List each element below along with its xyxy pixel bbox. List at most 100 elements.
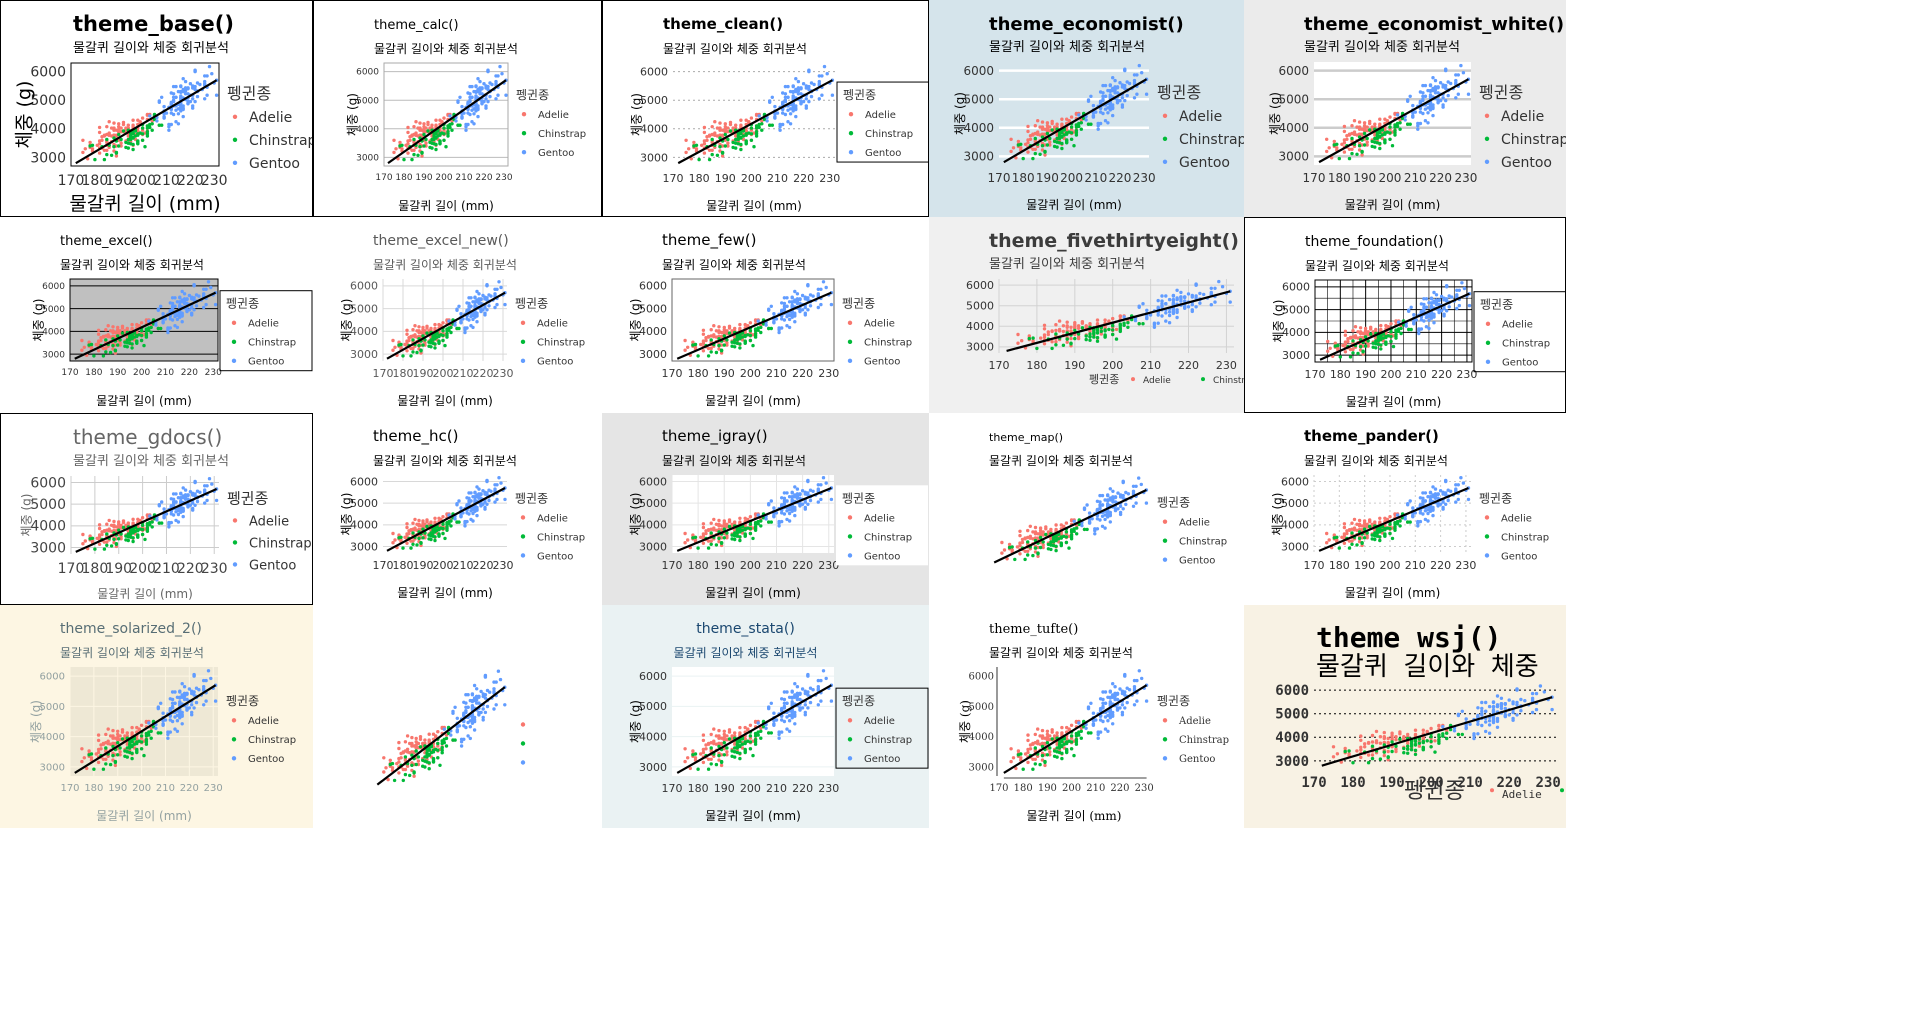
point-chinstrap [767, 520, 771, 524]
point-gentoo [782, 318, 787, 322]
point-gentoo [822, 64, 827, 69]
point-chinstrap [1033, 151, 1037, 156]
point-gentoo [488, 81, 492, 85]
legend-label: Adelie [1502, 320, 1533, 331]
point-gentoo [800, 308, 805, 312]
point-gentoo [1084, 118, 1088, 122]
point-gentoo [1183, 299, 1187, 303]
point-chinstrap [1383, 534, 1387, 538]
point-gentoo [186, 497, 190, 501]
point-adelie [420, 154, 424, 158]
point-gentoo [213, 302, 218, 307]
point-gentoo [193, 480, 197, 484]
point-gentoo [193, 492, 197, 496]
point-chinstrap [1086, 122, 1091, 126]
point-gentoo [483, 305, 487, 310]
point-adelie [725, 332, 729, 336]
point-adelie [1036, 119, 1040, 123]
point-gentoo [795, 301, 800, 306]
point-chinstrap [1054, 332, 1058, 336]
point-chinstrap [726, 137, 730, 142]
point-gentoo [780, 519, 784, 524]
point-gentoo [180, 289, 184, 294]
point-gentoo [203, 82, 207, 86]
point-gentoo [1111, 489, 1115, 493]
point-chinstrap [1055, 136, 1059, 141]
point-adelie [722, 330, 726, 334]
point-gentoo [1106, 493, 1110, 498]
point-gentoo [1194, 283, 1198, 287]
legend-label: Gentoo [538, 148, 574, 159]
point-gentoo [1417, 331, 1421, 336]
point-gentoo [824, 285, 828, 290]
point-gentoo [176, 512, 181, 517]
panel-excel-new: theme_excel_new() 물갈퀴 길이와 체중 회귀분석 170 180 19… [313, 217, 602, 413]
point-adelie [709, 346, 713, 351]
point-adelie [1080, 321, 1085, 325]
point-adelie [119, 537, 123, 541]
point-adelie [718, 149, 722, 153]
point-adelie [1103, 318, 1107, 322]
point-gentoo [499, 285, 503, 290]
y-axis-title: 체중 (g) [1271, 300, 1285, 343]
point-gentoo [179, 95, 183, 100]
point-adelie [117, 125, 121, 129]
point-gentoo [162, 104, 166, 109]
point-gentoo [778, 128, 782, 132]
point-gentoo [1396, 320, 1401, 324]
regression-line [676, 291, 832, 360]
point-adelie [1368, 121, 1372, 126]
point-adelie [1028, 524, 1032, 528]
y-axis-title: 체중 (g) [628, 299, 642, 342]
point-chinstrap [447, 522, 451, 526]
point-chinstrap [748, 531, 753, 536]
point-adelie [409, 335, 413, 339]
point-chinstrap [1390, 536, 1395, 541]
point-gentoo [1171, 294, 1176, 298]
legend-key [520, 515, 526, 520]
point-chinstrap [1076, 332, 1081, 336]
point-adelie [1385, 119, 1390, 124]
x-tick-label: 230 [201, 173, 228, 189]
y-tick-label: 5000 [30, 93, 66, 109]
point-gentoo [457, 499, 461, 503]
legend-key [232, 562, 238, 567]
point-adelie [441, 321, 445, 325]
legend-label: Chinstrap [1179, 537, 1227, 548]
point-adelie [1050, 121, 1054, 126]
point-chinstrap [444, 145, 448, 149]
point-chinstrap [733, 531, 737, 535]
point-adelie [104, 732, 108, 737]
y-tick-label: 6000 [30, 64, 66, 80]
point-gentoo [820, 93, 824, 97]
point-adelie [97, 139, 102, 143]
point-gentoo [476, 114, 480, 119]
y-tick-label: 5000 [356, 96, 379, 106]
point-adelie [1370, 125, 1374, 129]
scatter-points [684, 64, 835, 162]
point-chinstrap [1088, 334, 1092, 339]
point-chinstrap [455, 326, 459, 331]
x-tick-label: 200 [129, 173, 156, 189]
point-gentoo [819, 497, 823, 502]
point-chinstrap [769, 326, 773, 331]
point-chinstrap [762, 117, 767, 122]
point-adelie [734, 134, 738, 138]
point-adelie [726, 130, 730, 134]
point-gentoo [1108, 520, 1112, 524]
x-tick-label: 230 [201, 561, 228, 577]
point-adelie [125, 731, 129, 735]
point-adelie [1042, 342, 1047, 346]
legend-label: Chinstrap [1501, 532, 1549, 543]
point-gentoo [1444, 68, 1448, 72]
point-gentoo [1115, 101, 1120, 105]
x-tick-label: 210 [453, 367, 474, 380]
y-tick-label: 4000 [639, 325, 667, 338]
x-tick-label: 200 [1060, 171, 1083, 185]
point-gentoo [796, 89, 801, 93]
x-tick-label: 190 [413, 559, 434, 572]
point-gentoo [1098, 500, 1102, 504]
point-chinstrap [730, 533, 734, 537]
point-gentoo [798, 297, 802, 301]
point-gentoo [799, 102, 803, 106]
